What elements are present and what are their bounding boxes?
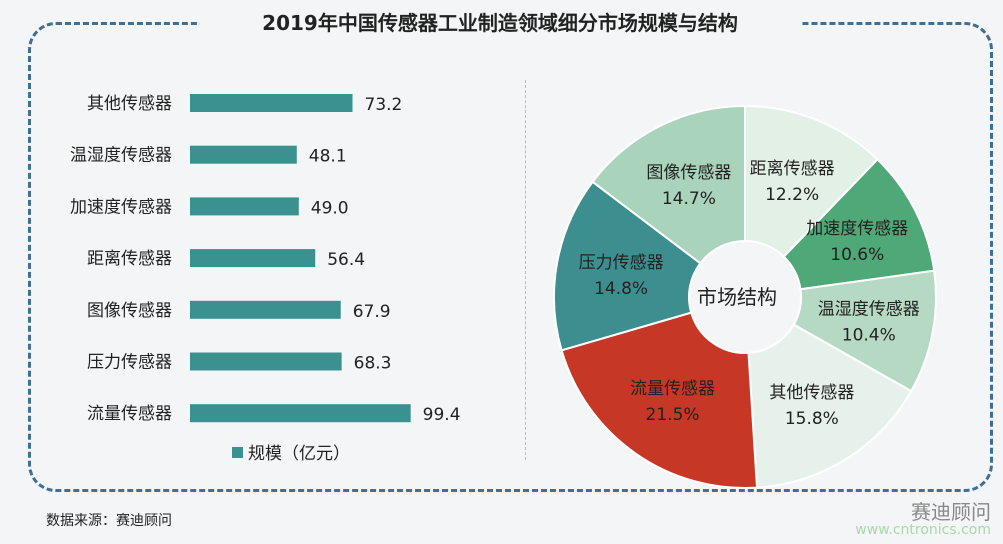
slice-value: 21.5% — [646, 405, 700, 425]
slice-label: 图像传感器 — [646, 163, 731, 183]
data-label: 68.3 — [354, 354, 392, 374]
chart-title: 2019年中国传感器工业制造领域细分市场规模与结构 — [200, 8, 800, 38]
legend-swatch — [232, 447, 243, 458]
slice-label: 压力传感器 — [579, 253, 664, 273]
slice-value: 15.8% — [785, 409, 839, 429]
bar — [190, 300, 341, 319]
divider — [525, 80, 526, 460]
watermark-url: www.cntronics.com — [855, 522, 991, 538]
donut-slice — [553, 180, 702, 352]
donut-slice — [747, 323, 913, 489]
category-label: 压力传感器 — [87, 353, 172, 373]
data-label: 49.0 — [311, 198, 349, 218]
slice-value: 10.6% — [830, 245, 884, 265]
data-label: 99.4 — [423, 405, 461, 425]
legend-label: 规模（亿元） — [248, 444, 350, 464]
data-label: 67.9 — [353, 302, 391, 322]
category-label: 加速度传感器 — [70, 197, 172, 217]
donut-slice — [782, 158, 936, 291]
data-label: 73.2 — [365, 95, 403, 115]
bar — [190, 197, 299, 216]
slice-label: 其他传感器 — [769, 383, 854, 403]
source-note: 数据来源：赛迪顾问 — [46, 513, 172, 529]
category-label: 流量传感器 — [87, 404, 172, 424]
slice-value: 14.8% — [594, 279, 648, 299]
slice-label: 加速度传感器 — [806, 219, 908, 239]
slice-label: 温湿度传感器 — [818, 300, 920, 320]
donut-center-label: 市场结构 — [697, 285, 777, 309]
slice-label: 距离传感器 — [750, 159, 835, 179]
data-label: 48.1 — [309, 147, 347, 167]
bar — [190, 404, 411, 423]
donut-slice — [560, 311, 759, 489]
slice-value: 10.4% — [842, 326, 896, 346]
bar — [190, 352, 342, 371]
category-label: 图像传感器 — [87, 301, 172, 321]
category-label: 其他传感器 — [87, 94, 172, 114]
slice-value: 14.7% — [662, 189, 716, 209]
bar — [190, 94, 353, 112]
category-label: 温湿度传感器 — [70, 146, 172, 166]
data-label: 56.4 — [327, 250, 365, 270]
donut-slice — [744, 104, 879, 259]
bar — [190, 249, 316, 268]
donut-slice — [792, 269, 937, 393]
slice-label: 流量传感器 — [630, 379, 715, 399]
donut-slice — [591, 104, 746, 265]
bar — [190, 145, 297, 164]
category-label: 距离传感器 — [87, 249, 172, 269]
slice-value: 12.2% — [765, 185, 819, 205]
watermark: 赛迪顾问 — [911, 500, 991, 524]
